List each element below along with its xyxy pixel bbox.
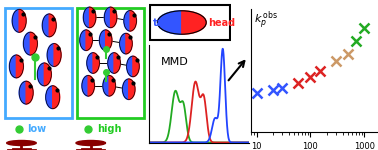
Polygon shape (83, 7, 90, 28)
Polygon shape (122, 79, 129, 99)
Polygon shape (129, 79, 135, 99)
Polygon shape (53, 86, 60, 109)
Text: tail: tail (153, 18, 171, 27)
Polygon shape (109, 76, 115, 96)
Polygon shape (88, 76, 94, 96)
Polygon shape (182, 11, 206, 34)
Polygon shape (49, 14, 56, 37)
Circle shape (76, 141, 105, 146)
Polygon shape (44, 63, 51, 86)
Text: head: head (208, 18, 235, 27)
Polygon shape (130, 11, 136, 31)
Text: MMD: MMD (161, 57, 189, 67)
Text: $k_p^{\,\mathrm{obs}}$: $k_p^{\,\mathrm{obs}}$ (254, 10, 278, 32)
Polygon shape (108, 53, 114, 73)
Polygon shape (87, 53, 93, 73)
Polygon shape (37, 63, 44, 86)
Polygon shape (46, 86, 53, 109)
Polygon shape (42, 14, 49, 37)
Polygon shape (16, 55, 23, 78)
Polygon shape (82, 76, 88, 96)
Circle shape (7, 141, 36, 146)
Polygon shape (9, 55, 16, 78)
Polygon shape (110, 7, 117, 28)
FancyBboxPatch shape (5, 8, 72, 118)
Polygon shape (19, 81, 26, 104)
Polygon shape (30, 32, 37, 55)
Text: low: low (27, 124, 46, 134)
Polygon shape (86, 30, 92, 50)
Polygon shape (114, 53, 120, 73)
Polygon shape (93, 53, 99, 73)
Polygon shape (26, 81, 33, 104)
Polygon shape (19, 9, 26, 32)
Polygon shape (80, 30, 86, 50)
Polygon shape (120, 33, 126, 54)
Polygon shape (12, 9, 19, 32)
Polygon shape (54, 44, 61, 66)
Polygon shape (99, 30, 106, 50)
Text: high: high (97, 124, 121, 134)
Polygon shape (47, 44, 54, 66)
FancyBboxPatch shape (77, 8, 144, 118)
Polygon shape (106, 30, 112, 50)
Polygon shape (126, 33, 132, 54)
Polygon shape (124, 11, 130, 31)
Polygon shape (133, 56, 139, 77)
FancyBboxPatch shape (150, 5, 230, 40)
Polygon shape (158, 11, 182, 34)
Polygon shape (23, 32, 30, 55)
Polygon shape (127, 56, 133, 77)
Polygon shape (90, 7, 96, 28)
Polygon shape (103, 76, 109, 96)
Polygon shape (104, 7, 110, 28)
